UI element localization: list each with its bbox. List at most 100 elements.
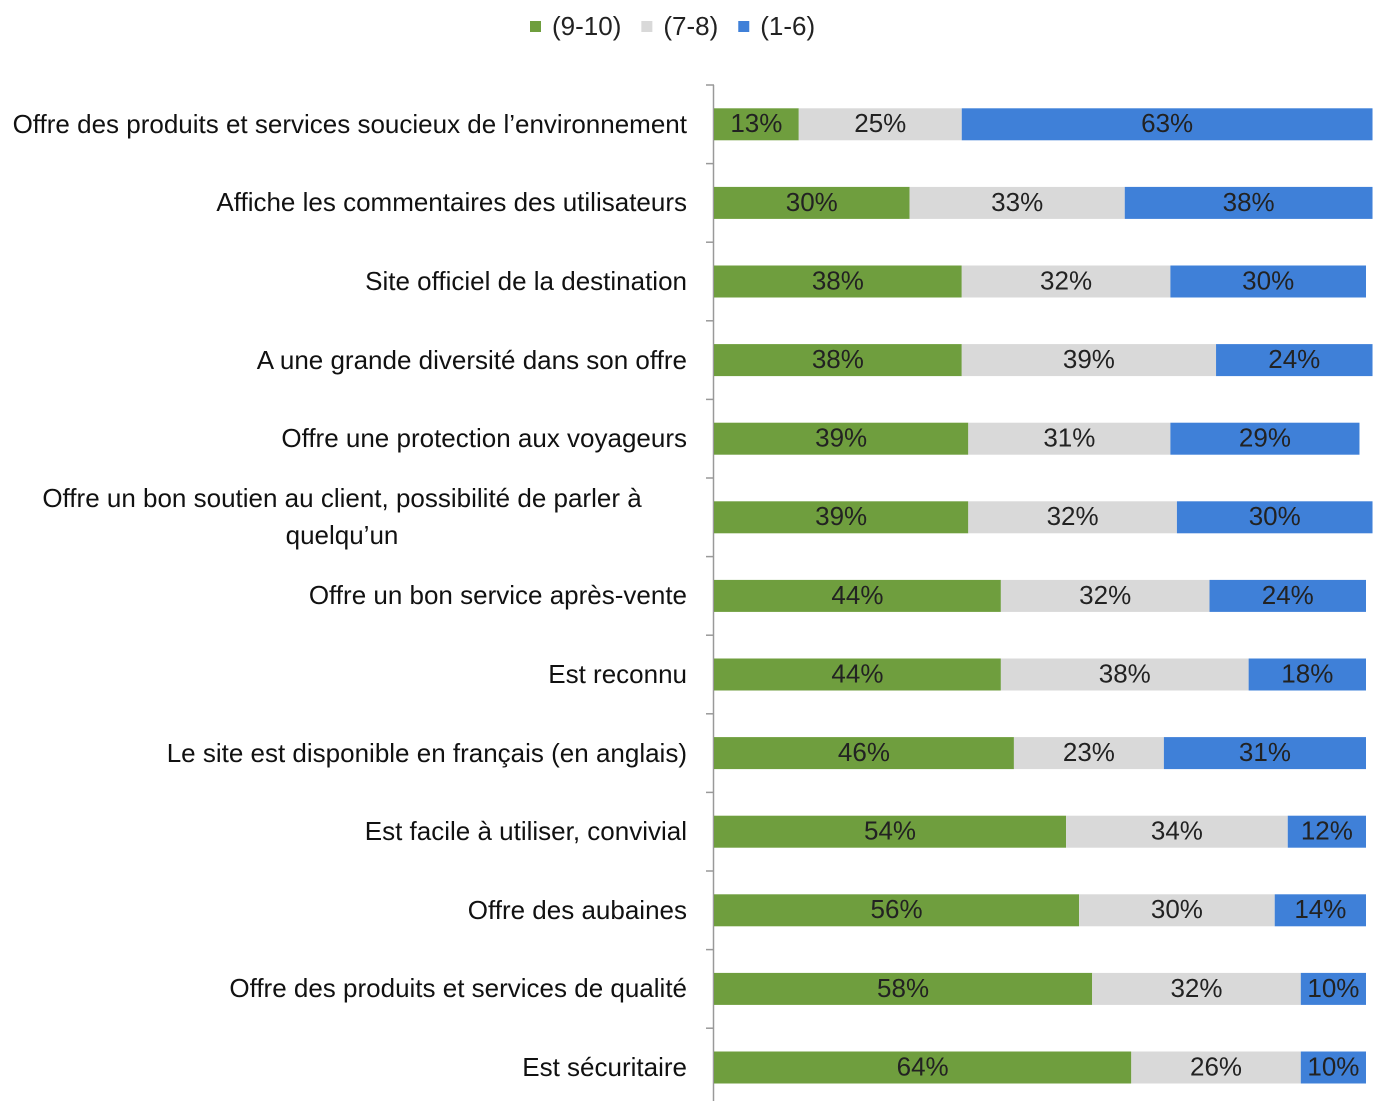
category-text: Offre un bon service après-vente bbox=[308, 580, 687, 611]
data-label: 34% bbox=[1151, 816, 1203, 846]
data-label: 13% bbox=[730, 108, 782, 138]
data-label: 32% bbox=[1040, 265, 1092, 295]
bar-segment bbox=[1300, 1051, 1366, 1084]
bar-segment bbox=[1274, 894, 1366, 927]
category-label: Offre des aubaines bbox=[0, 871, 687, 949]
category-label: Offre des produits et services de qualit… bbox=[0, 950, 687, 1028]
bar-segment bbox=[1170, 265, 1366, 298]
category-label: Offre des produits et services soucieux … bbox=[0, 85, 687, 163]
data-label: 30% bbox=[1242, 265, 1294, 295]
data-label: 29% bbox=[1239, 423, 1291, 453]
category-label: Est facile à utiliser, convivial bbox=[0, 793, 687, 871]
bar-segment bbox=[1300, 972, 1366, 1005]
bar-segment bbox=[714, 1051, 1132, 1084]
data-label: 39% bbox=[815, 501, 867, 531]
category-label: Est reconnu bbox=[0, 636, 687, 714]
bar-segment bbox=[714, 344, 962, 377]
bar-segment bbox=[1170, 422, 1360, 455]
data-label: 38% bbox=[812, 265, 864, 295]
bar-segment bbox=[968, 422, 1171, 455]
data-label: 56% bbox=[871, 894, 923, 924]
bar-segment bbox=[1216, 344, 1373, 377]
category-label: Affiche les commentaires des utilisateur… bbox=[0, 164, 687, 242]
data-label: 38% bbox=[1099, 658, 1151, 688]
data-label: 46% bbox=[838, 737, 890, 767]
data-label: 26% bbox=[1190, 1051, 1242, 1081]
data-label: 14% bbox=[1294, 894, 1346, 924]
bar-segment bbox=[1124, 186, 1373, 219]
category-text: Le site est disponible en français (en a… bbox=[166, 737, 687, 768]
legend-swatch bbox=[530, 21, 541, 32]
category-label: Offre un bon service après-vente bbox=[0, 557, 687, 635]
legend-label: (7-8) bbox=[663, 11, 718, 41]
category-text: Offre des produits et services de qualit… bbox=[229, 973, 687, 1004]
bar-segment bbox=[1013, 737, 1164, 770]
bar-segment bbox=[1163, 737, 1366, 770]
data-label: 32% bbox=[1047, 501, 1099, 531]
data-label: 25% bbox=[854, 108, 906, 138]
category-text: Est facile à utiliser, convivial bbox=[364, 816, 687, 847]
bar-segment bbox=[961, 344, 1217, 377]
bar-segment bbox=[714, 658, 1001, 691]
bar-segment bbox=[1131, 1051, 1301, 1084]
category-text: Est sécuritaire bbox=[522, 1052, 687, 1082]
data-label: 33% bbox=[991, 187, 1043, 217]
bar-segment bbox=[714, 422, 969, 455]
data-label: 18% bbox=[1281, 658, 1333, 688]
bar-segment bbox=[1092, 972, 1301, 1005]
bar-segment bbox=[714, 579, 1001, 612]
category-label: Est sécuritaire bbox=[0, 1029, 687, 1107]
category-text: Offre des aubaines bbox=[467, 894, 687, 925]
data-label: 63% bbox=[1141, 108, 1193, 138]
data-label: 10% bbox=[1307, 973, 1359, 1003]
data-label: 24% bbox=[1262, 580, 1314, 610]
bar-segment bbox=[1000, 579, 1210, 612]
data-label: 31% bbox=[1239, 737, 1291, 767]
bar-segment bbox=[961, 265, 1171, 298]
legend-swatch bbox=[738, 21, 750, 32]
category-label: Offre une protection aux voyageurs bbox=[0, 400, 687, 478]
data-label: 30% bbox=[786, 187, 838, 217]
category-text: A une grande diversité dans son offre bbox=[256, 344, 687, 375]
category-text: Offre un bon soutien au client, possibil… bbox=[42, 483, 642, 551]
data-label: 31% bbox=[1043, 423, 1095, 453]
category-label: Offre un bon soutien au client, possibil… bbox=[0, 478, 687, 556]
category-text: Affiche les commentaires des utilisateur… bbox=[216, 187, 687, 218]
bar-segment bbox=[714, 501, 969, 534]
bar-segment bbox=[714, 737, 1014, 770]
category-label: Site officiel de la destination bbox=[0, 243, 687, 321]
data-label: 44% bbox=[831, 658, 883, 688]
bar-segment bbox=[714, 186, 910, 219]
data-label: 30% bbox=[1151, 894, 1203, 924]
category-text: Offre une protection aux voyageurs bbox=[281, 423, 687, 454]
bar-segment bbox=[1248, 658, 1366, 691]
data-label: 10% bbox=[1307, 1051, 1359, 1081]
bar-segment bbox=[1000, 658, 1249, 691]
data-label: 38% bbox=[1223, 187, 1275, 217]
category-label: A une grande diversité dans son offre bbox=[0, 321, 687, 399]
data-label: 58% bbox=[877, 973, 929, 1003]
category-label: Le site est disponible en français (en a… bbox=[0, 714, 687, 792]
category-text: Site officiel de la destination bbox=[365, 266, 687, 296]
bar-segment bbox=[1066, 815, 1288, 848]
bar-segment bbox=[968, 501, 1177, 534]
data-label: 64% bbox=[897, 1051, 949, 1081]
legend-swatch bbox=[641, 21, 653, 32]
data-label: 32% bbox=[1170, 973, 1222, 1003]
data-label: 32% bbox=[1079, 580, 1131, 610]
bar-segment bbox=[961, 108, 1373, 141]
bar-segment bbox=[714, 815, 1067, 848]
bar-segment bbox=[1176, 501, 1373, 534]
bar-segment bbox=[714, 972, 1093, 1005]
data-label: 23% bbox=[1063, 737, 1115, 767]
data-label: 30% bbox=[1249, 501, 1301, 531]
bar-segment bbox=[909, 186, 1125, 219]
legend-label: (9-10) bbox=[552, 11, 621, 41]
bar-segment bbox=[714, 265, 962, 298]
category-text: Offre des produits et services soucieux … bbox=[12, 108, 687, 139]
bar-segment bbox=[714, 894, 1080, 927]
data-label: 44% bbox=[831, 580, 883, 610]
bar-segment bbox=[1079, 894, 1275, 927]
